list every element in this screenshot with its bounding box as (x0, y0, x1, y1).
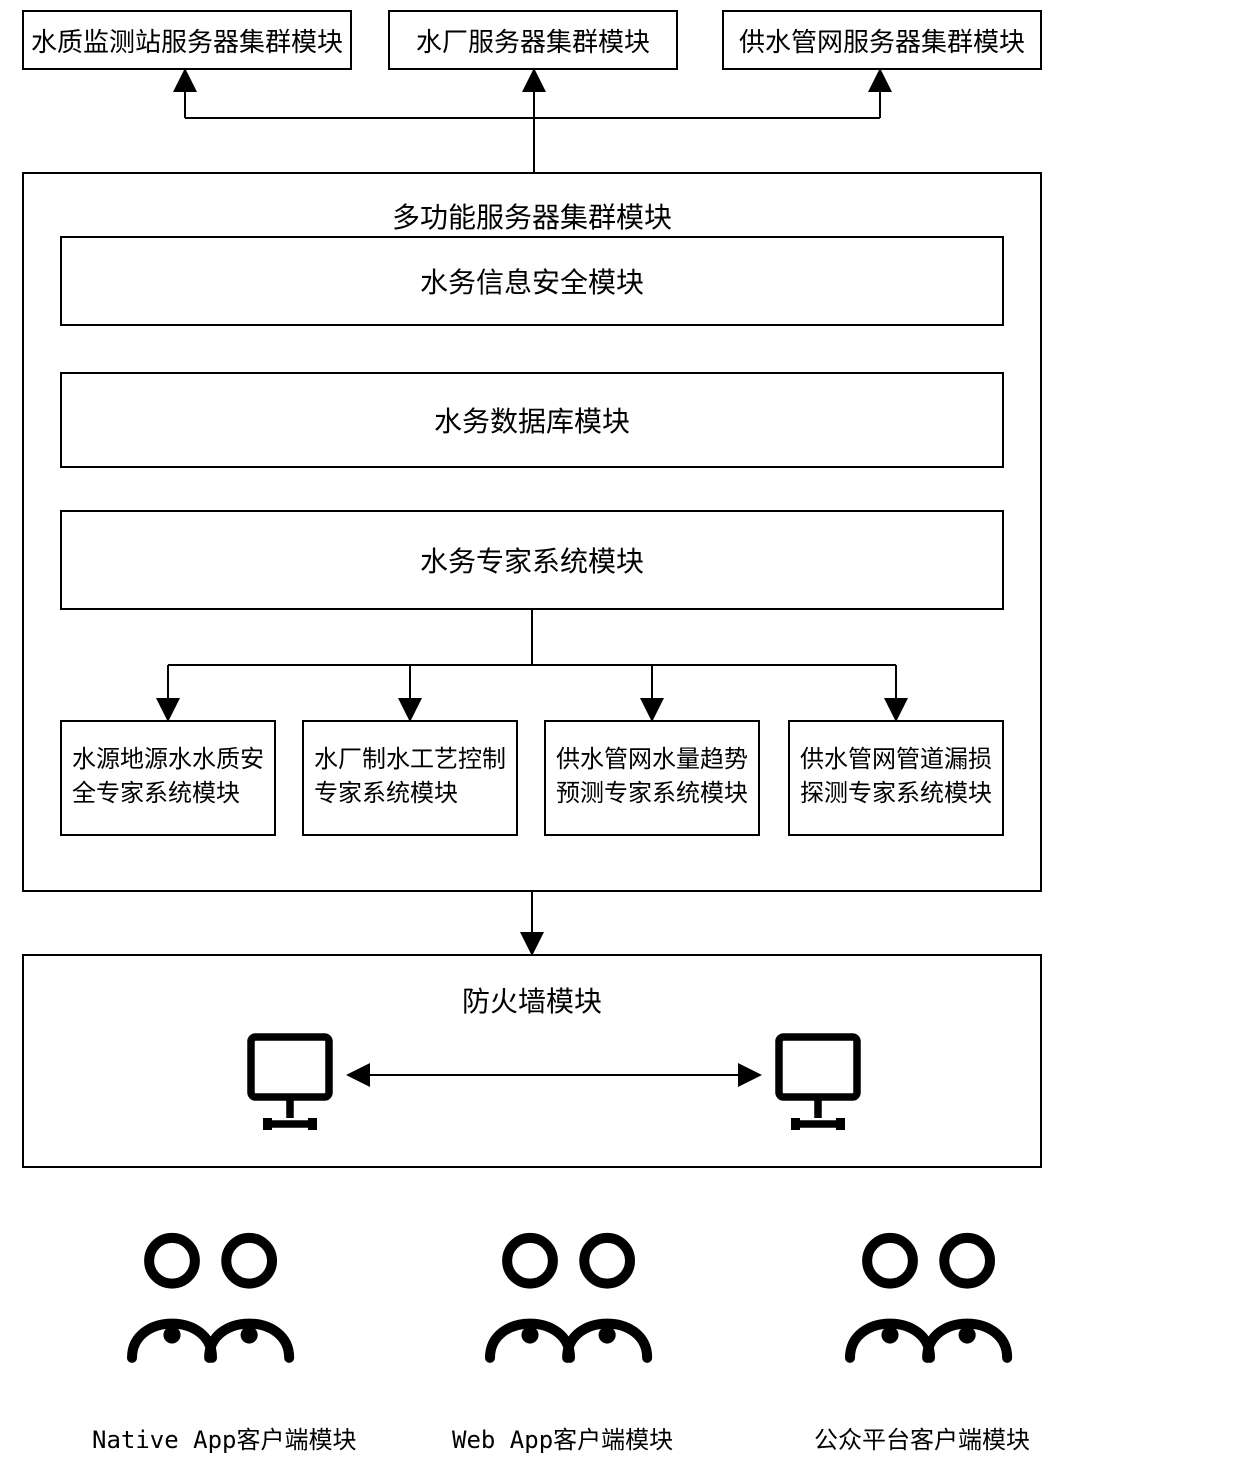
client-web-icon (470, 1220, 670, 1370)
security-module-box: 水务信息安全模块 (60, 236, 1004, 326)
client-public-icon (830, 1220, 1030, 1370)
client-web-label: Web App客户端模块 (452, 1420, 673, 1455)
sub-module-source-box: 水源地源水水质安全专家系统模块 (60, 720, 276, 836)
sub-module-trend-label: 供水管网水量趋势预测专家系统模块 (556, 744, 748, 811)
sub-module-trend-box: 供水管网水量趋势预测专家系统模块 (544, 720, 760, 836)
security-module-label: 水务信息安全模块 (420, 261, 644, 301)
client-native-icon (112, 1220, 312, 1370)
client-native-label: Native App客户端模块 (92, 1420, 357, 1455)
expert-module-label: 水务专家系统模块 (420, 540, 644, 580)
pipeline-server-box: 供水管网服务器集群模块 (722, 10, 1042, 70)
monitoring-server-box: 水质监测站服务器集群模块 (22, 10, 352, 70)
sub-module-plant-box: 水厂制水工艺控制专家系统模块 (302, 720, 518, 836)
sub-module-plant-label: 水厂制水工艺控制专家系统模块 (314, 744, 506, 811)
plant-server-box: 水厂服务器集群模块 (388, 10, 678, 70)
computer-right-icon (770, 1030, 866, 1140)
client-public-label: 公众平台客户端模块 (814, 1420, 1030, 1455)
sub-module-source-label: 水源地源水水质安全专家系统模块 (72, 744, 264, 811)
sub-module-leak-label: 供水管网管道漏损探测专家系统模块 (800, 744, 992, 811)
database-module-label: 水务数据库模块 (434, 400, 630, 440)
expert-module-box: 水务专家系统模块 (60, 510, 1004, 610)
computer-left-icon (242, 1030, 338, 1140)
firewall-title: 防火墙模块 (0, 980, 1064, 1020)
plant-server-label: 水厂服务器集群模块 (416, 22, 650, 59)
database-module-box: 水务数据库模块 (60, 372, 1004, 468)
main-cluster-title: 多功能服务器集群模块 (0, 196, 1064, 236)
sub-module-leak-box: 供水管网管道漏损探测专家系统模块 (788, 720, 1004, 836)
pipeline-server-label: 供水管网服务器集群模块 (739, 22, 1025, 59)
monitoring-server-label: 水质监测站服务器集群模块 (31, 22, 343, 59)
